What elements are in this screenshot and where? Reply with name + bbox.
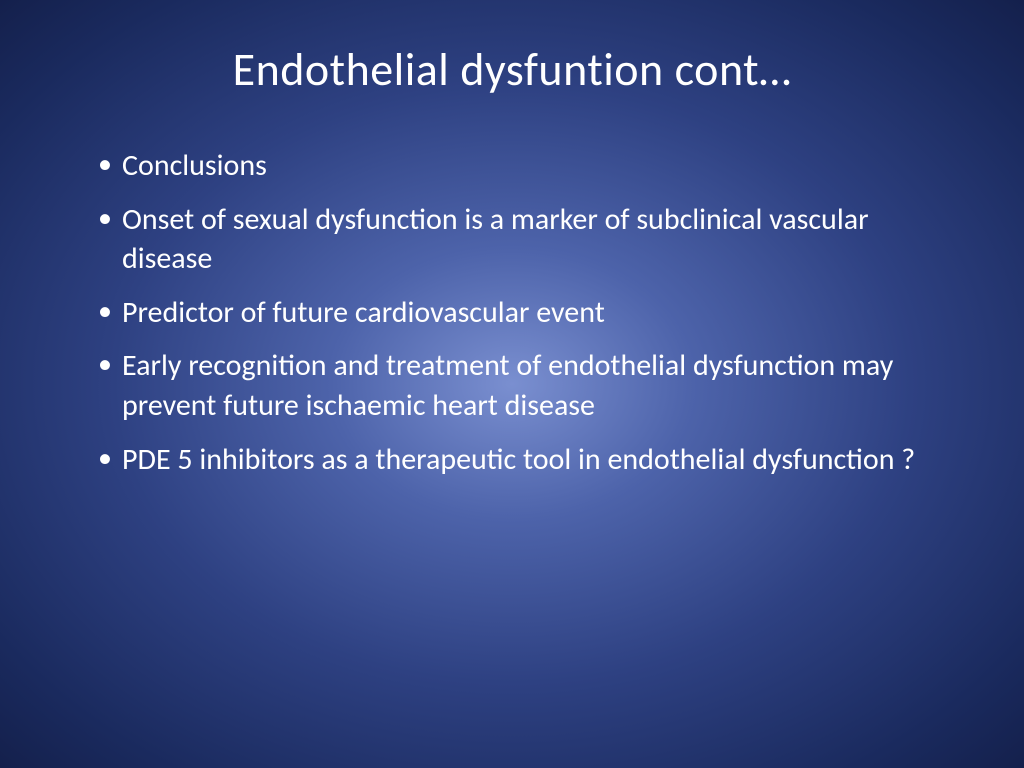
bullet-list: Conclusions Onset of sexual dysfunction … [60, 146, 964, 479]
presentation-slide: Endothelial dysfuntion cont… Conclusions… [0, 0, 1024, 768]
bullet-item: PDE 5 inhibitors as a therapeutic tool i… [98, 440, 964, 480]
bullet-item: Conclusions [98, 146, 964, 186]
slide-title: Endothelial dysfuntion cont… [60, 42, 964, 98]
bullet-item: Onset of sexual dysfunction is a marker … [98, 200, 964, 279]
bullet-item: Early recognition and treatment of endot… [98, 346, 964, 425]
bullet-item: Predictor of future cardiovascular event [98, 293, 964, 333]
